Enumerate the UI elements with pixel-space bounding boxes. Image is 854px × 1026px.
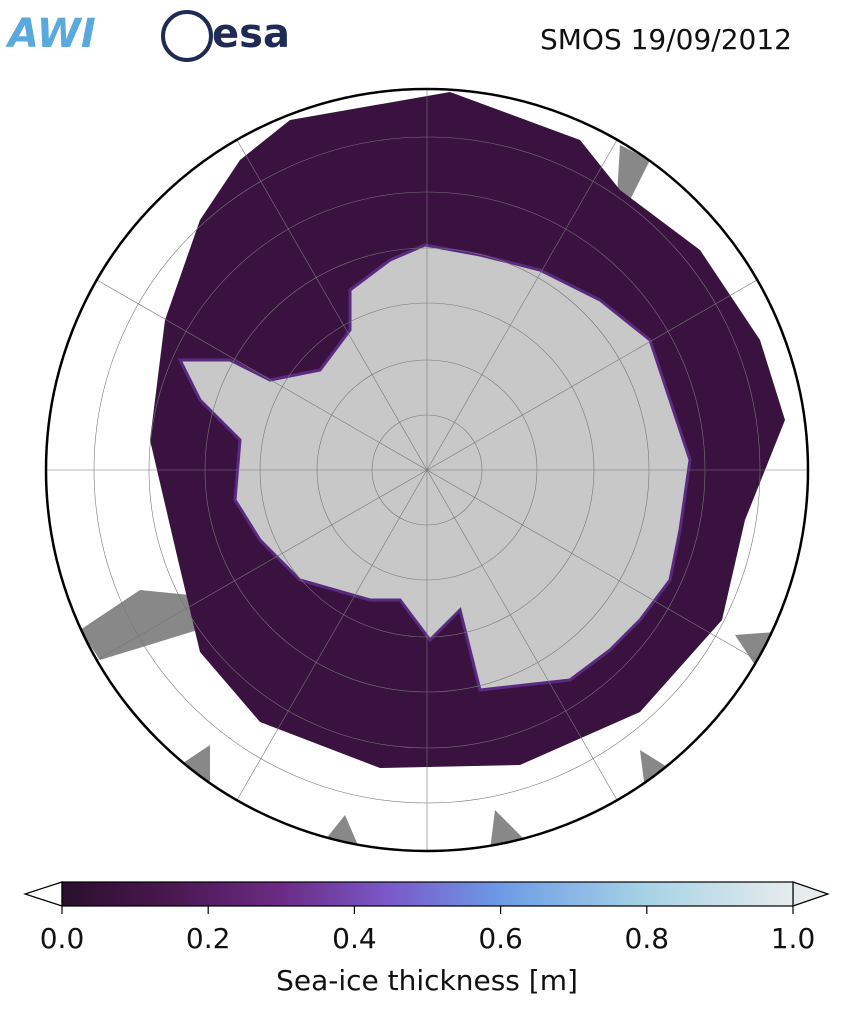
map: [46, 89, 808, 851]
map-border: [44, 87, 810, 853]
colorbar-label: Sea-ice thickness [m]: [276, 964, 578, 997]
colorbar-ramp: [61, 881, 794, 907]
colorbar-tick-label: 0.4: [332, 922, 377, 955]
awi-logo: AWI: [5, 11, 96, 57]
title: SMOS 19/09/2012: [540, 23, 792, 56]
colorbar-tick-label: 0.0: [40, 922, 85, 955]
colorbar-tick-label: 0.2: [186, 922, 231, 955]
colorbar: [23, 881, 830, 907]
colorbar-tick-label: 0.8: [625, 922, 670, 955]
esa-emblem: [161, 10, 213, 62]
antarctica: [177, 243, 692, 692]
graticule: [46, 89, 808, 851]
esa-logo: esa: [212, 11, 290, 57]
colorbar-over: [792, 881, 830, 907]
colorbar-under: [23, 881, 63, 907]
colorbar-tick-label: 0.6: [478, 922, 523, 955]
colorbar-tick-label: 1.0: [771, 922, 816, 955]
